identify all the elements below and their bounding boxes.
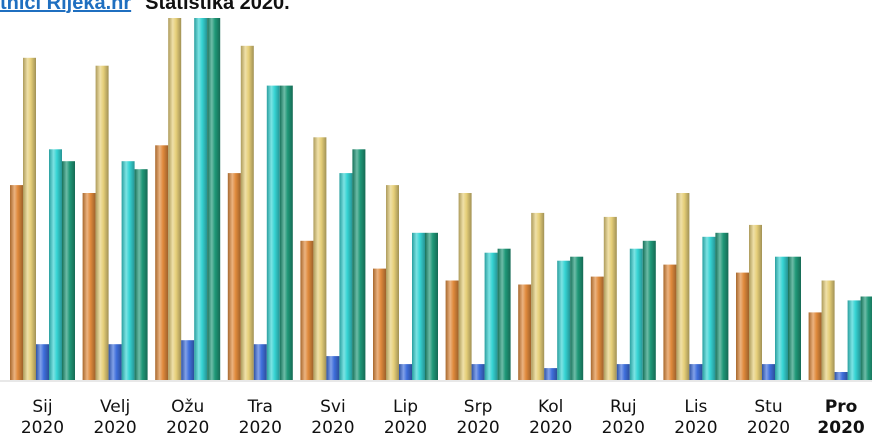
bar-ožu-series-5 [207,18,221,380]
bar-ruj-series-5 [642,240,656,380]
bar-tra-series-2 [240,45,254,381]
bar-srp-series-1 [445,280,459,380]
month-label: Velj [100,397,130,417]
bar-srp-series-4 [484,252,498,380]
month-label: Pro [825,397,858,417]
year-label: 2020 [93,418,136,437]
month-label: Svi [320,397,346,417]
month-label: Srp [464,397,493,417]
bar-ožu-series-1 [155,145,169,380]
month-label: Lis [684,397,707,417]
bar-kol-series-5 [570,256,584,380]
month-label: Sij [32,397,52,417]
bar-lis-series-5 [715,232,729,380]
bar-srp-series-2 [458,193,472,380]
bar-ožu-series-3 [181,340,195,380]
bar-ožu-series-4 [194,18,208,380]
bar-pro-series-2 [821,280,835,380]
month-label: Stu [754,397,782,417]
bar-lip-series-4 [412,232,425,380]
bar-sij-series-2 [23,57,36,381]
bar-velj-series-1 [82,193,96,380]
month-label: Tra [247,397,273,417]
bar-sij-series-4 [49,149,62,380]
bar-velj-series-4 [121,161,135,380]
bar-lis-series-1 [663,264,677,380]
bar-lip-series-3 [399,364,412,380]
bar-velj-series-5 [134,169,148,380]
month-label: Lip [393,397,418,417]
header: tnici Rijeka.hr Statistika 2020. [0,0,290,15]
bar-pro-series-4 [847,300,861,380]
year-label: 2020 [529,418,572,437]
bar-sij-series-5 [62,161,75,380]
bar-kol-series-3 [544,368,558,380]
year-label: 2020 [747,418,790,437]
bar-pro-series-3 [834,372,848,380]
year-label: 2020 [456,418,499,437]
bar-svi-series-5 [352,149,366,380]
bar-tra-series-3 [253,344,267,380]
bar-stu-series-2 [749,224,762,380]
year-label: 2020 [311,418,354,437]
year-label: 2020 [21,418,64,437]
bar-svi-series-1 [300,240,314,380]
bar-stu-series-1 [736,272,749,380]
bars-layer [10,18,872,381]
site-link[interactable]: tnici Rijeka.hr [0,0,132,14]
bar-pro-series-1 [808,312,822,380]
bar-tra-series-5 [279,85,293,380]
bar-lis-series-4 [702,236,716,380]
year-label: 2020 [166,418,209,437]
bar-lis-series-3 [689,364,703,380]
page-title: Statistika 2020. [145,0,290,14]
bar-velj-series-2 [95,65,109,380]
bar-velj-series-3 [108,344,122,380]
bar-tra-series-1 [227,173,241,380]
bar-srp-series-3 [471,364,485,380]
bar-kol-series-1 [518,284,532,380]
year-label: 2020 [384,418,427,437]
bar-stu-series-3 [762,364,775,380]
category-labels-layer: Sij2020Velj2020Ožu2020Tra2020Svi2020Lip2… [21,397,865,437]
year-label: 2020 [674,418,717,437]
bar-sij-series-1 [10,185,23,380]
bar-lip-series-2 [386,185,399,380]
month-label: Ožu [171,397,204,417]
bar-stu-series-4 [775,256,788,380]
bar-ruj-series-1 [590,276,604,380]
bar-ruj-series-2 [603,216,617,380]
bar-sij-series-3 [36,344,49,380]
bar-kol-series-4 [557,260,571,380]
bar-kol-series-2 [531,212,545,380]
year-label: 2020 [817,418,864,437]
bar-svi-series-4 [339,173,353,380]
bar-lip-series-1 [373,268,386,380]
bar-svi-series-2 [313,137,327,380]
bar-pro-series-5 [860,296,872,380]
bar-lis-series-2 [676,193,690,380]
bar-lip-series-5 [425,232,438,380]
bar-srp-series-5 [497,248,511,380]
bar-ožu-series-2 [168,18,182,380]
bar-stu-series-5 [788,256,801,380]
bar-ruj-series-4 [629,248,643,380]
bar-tra-series-4 [266,85,280,380]
bar-svi-series-3 [326,356,340,380]
month-label: Kol [538,397,563,417]
bar-ruj-series-3 [616,364,630,380]
month-label: Ruj [610,397,637,417]
year-label: 2020 [239,418,282,437]
year-label: 2020 [602,418,645,437]
